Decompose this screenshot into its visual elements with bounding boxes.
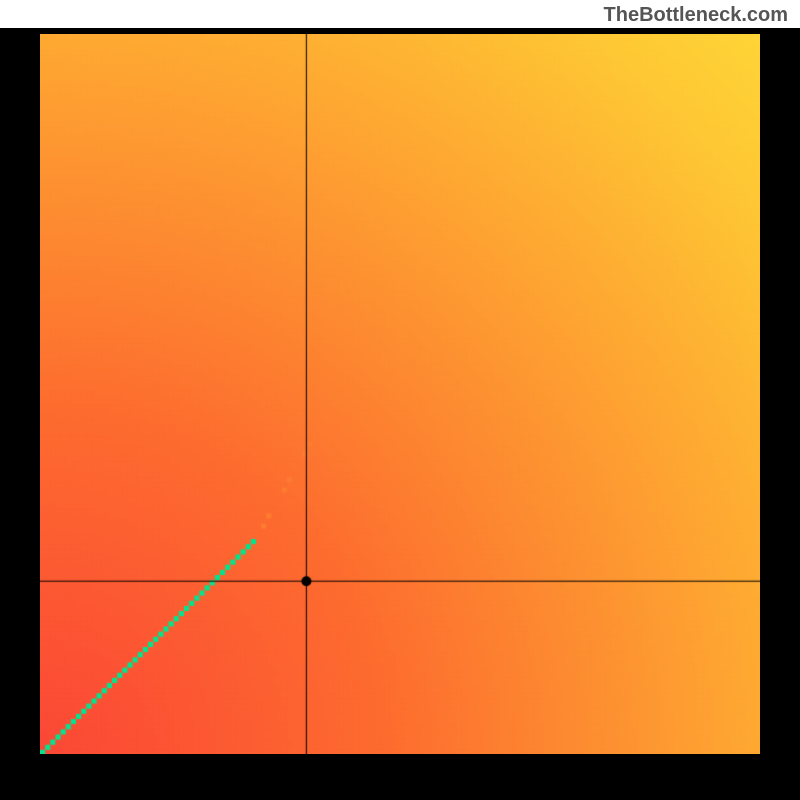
plot-area xyxy=(40,34,760,754)
outer-frame xyxy=(0,28,800,800)
watermark-text: TheBottleneck.com xyxy=(604,4,788,27)
heatmap-canvas xyxy=(40,34,760,754)
